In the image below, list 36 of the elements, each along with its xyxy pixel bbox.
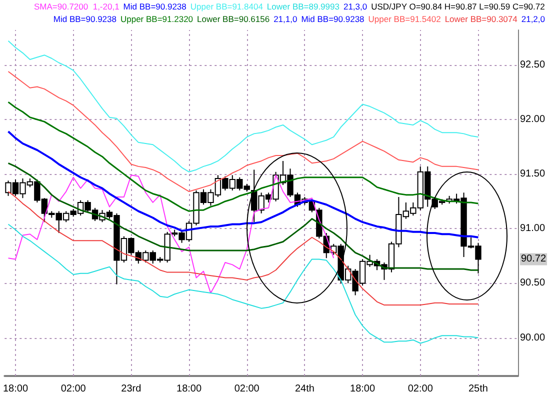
text: Upper BB=91.8404 — [190, 2, 264, 12]
text: Mid BB=90.9238 — [53, 14, 117, 24]
line-series — [8, 162, 479, 271]
line-series — [8, 224, 479, 344]
text: Lower BB=90.3074 — [444, 14, 518, 24]
x-tick-label: 02:00 — [234, 384, 260, 394]
line-series — [8, 101, 479, 212]
text: 21,3,0 — [343, 2, 368, 12]
x-tick-label: 23rd — [121, 384, 142, 394]
y-tick-label: 92.00 — [520, 114, 546, 125]
x-tick-label: 18:00 — [176, 384, 202, 394]
text: Upper BB=91.5402 — [368, 14, 442, 24]
text: Upper BB=91.2320 — [120, 14, 194, 24]
text: Lower BB=89.9993 — [266, 2, 340, 12]
y-tick-label: 90.00 — [520, 332, 546, 344]
text: 21,2,0 — [521, 14, 546, 24]
text: SMA=90.7200 1,-20,1 — [34, 2, 120, 12]
x-tick-label: 18:00 — [350, 384, 376, 394]
annotation: 90.72 — [521, 254, 546, 265]
y-tick-label: 90.50 — [520, 278, 546, 289]
x-tick-label: 18:00 — [2, 384, 28, 394]
x-tick-label: 02:00 — [408, 384, 434, 394]
text: USD/JPY O=90.84 H=90.87 L=90.59 C=90.72 — [371, 2, 546, 12]
line-series — [7, 130, 480, 238]
text: Lower BB=90.6156 — [197, 14, 270, 24]
y-tick-label: 91.00 — [520, 223, 546, 234]
x-tick-label: 02:00 — [60, 384, 86, 394]
text: Mid BB=90.9238 — [123, 2, 187, 12]
x-tick-label: 24th — [294, 384, 314, 394]
line-series — [8, 40, 479, 172]
line-series — [8, 174, 334, 294]
y-tick-label: 92.50 — [520, 59, 546, 70]
y-tick-label: 91.50 — [520, 168, 546, 180]
text: Mid BB=90.9238 — [301, 14, 365, 24]
text: 21,1,0 — [274, 14, 298, 24]
x-tick-label: 25th — [468, 384, 488, 394]
